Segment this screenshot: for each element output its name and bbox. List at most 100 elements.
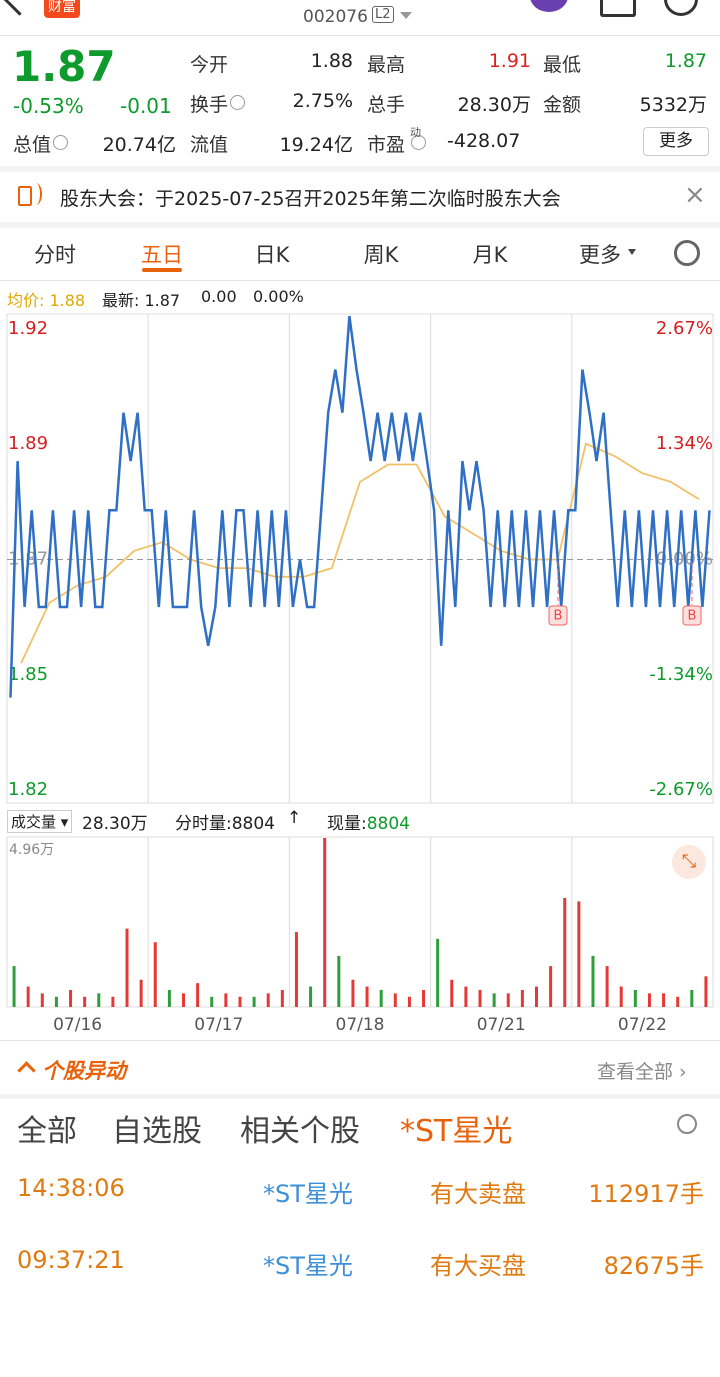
field-value: 20.74亿 xyxy=(102,134,176,156)
mover-event: 有大卖盘 xyxy=(430,1180,526,1208)
brand-badge: 财富 xyxy=(44,0,80,18)
filter-tab[interactable]: 自选股 xyxy=(112,1114,202,1149)
field-label: 最低 xyxy=(543,54,582,76)
info-change: 0.00 xyxy=(201,287,237,306)
change: -0.01 xyxy=(120,94,172,118)
current-value: 8804 xyxy=(366,814,410,834)
volume-total: 28.30万 xyxy=(82,814,148,834)
volume-selector[interactable]: 成交量 ▾ xyxy=(7,810,73,833)
volume-bar xyxy=(139,979,143,1007)
x-tick-label: 07/18 xyxy=(336,1015,385,1035)
volume-bar xyxy=(478,989,482,1007)
tab[interactable]: 月K xyxy=(472,243,508,267)
y2-tick-label: -1.34% xyxy=(649,664,713,685)
volume-bar xyxy=(676,996,680,1007)
volume-bar xyxy=(662,993,666,1007)
field-label: 市盈 xyxy=(367,134,406,156)
share-icon[interactable] xyxy=(600,0,636,17)
volume-bar xyxy=(450,979,454,1007)
y-tick-label: 1.89 xyxy=(8,433,48,454)
field-value: 28.30万 xyxy=(457,94,531,116)
info-icon xyxy=(53,135,68,150)
x-tick-label: 07/17 xyxy=(194,1015,243,1035)
volume-bar xyxy=(111,996,115,1007)
volume-bar xyxy=(379,989,383,1007)
volume-bar xyxy=(266,993,270,1007)
field-value: 1.88 xyxy=(310,50,353,72)
more-button[interactable]: 更多 xyxy=(643,127,709,156)
gear-icon[interactable] xyxy=(677,1114,697,1134)
stock-code[interactable]: 002076 xyxy=(303,7,368,27)
volume-bar xyxy=(238,996,242,1007)
volume-bar xyxy=(125,928,129,1007)
mover-volume: 82675手 xyxy=(603,1252,704,1280)
trade-mark: B xyxy=(554,609,563,624)
volume-bar xyxy=(492,993,496,1007)
volume-bar xyxy=(535,986,538,1007)
volume-bar xyxy=(54,996,58,1007)
volume-bar xyxy=(365,986,369,1007)
volume-frame xyxy=(6,836,714,1008)
field-label: 今开 xyxy=(190,54,229,76)
volume-bar xyxy=(407,996,411,1007)
volume-bar xyxy=(633,989,637,1007)
info-icon xyxy=(411,135,426,150)
mover-name[interactable]: *ST星光 xyxy=(263,1180,353,1208)
filter-tab[interactable]: 相关个股 xyxy=(240,1114,360,1149)
volume-bar xyxy=(280,989,284,1007)
volume-bar xyxy=(252,996,256,1007)
mover-name[interactable]: *ST星光 xyxy=(263,1252,353,1280)
field-value: 1.91 xyxy=(488,50,531,72)
band xyxy=(0,1094,720,1099)
avatar-icon[interactable] xyxy=(530,0,568,12)
field-value: 5332万 xyxy=(639,94,707,116)
tab[interactable]: 周K xyxy=(363,243,399,267)
collapse-icon[interactable] xyxy=(17,1061,36,1080)
charts: 1.921.891.871.851.822.67%1.34%0.00%-1.34… xyxy=(6,313,714,1035)
volume-bar xyxy=(40,993,44,1007)
volume-bar xyxy=(647,993,651,1007)
x-tick-label: 07/16 xyxy=(53,1015,102,1035)
mover-event: 有大买盘 xyxy=(430,1252,526,1280)
view-all[interactable]: 查看全部 › xyxy=(597,1061,687,1083)
price: 1.87 xyxy=(12,42,116,91)
y-tick-label: 1.82 xyxy=(8,779,48,800)
selector-text: 成交量 xyxy=(11,813,57,831)
volume-bar xyxy=(563,897,567,1007)
close-icon[interactable]: × xyxy=(684,180,706,210)
filter-tab[interactable]: 全部 xyxy=(17,1114,77,1149)
volume-bar xyxy=(97,993,101,1007)
y2-tick-label: 1.34% xyxy=(656,433,713,454)
gear-icon[interactable] xyxy=(674,240,700,266)
info-icon xyxy=(230,95,245,110)
divider xyxy=(0,280,720,281)
tab[interactable]: 更多 xyxy=(579,243,621,267)
volume-bar xyxy=(337,955,341,1007)
trade-mark-box xyxy=(548,605,568,626)
field-value: -428.07 xyxy=(447,130,521,152)
volume-bar xyxy=(309,986,313,1007)
volume-bar xyxy=(210,996,214,1007)
y2-tick-label: -2.67% xyxy=(649,779,713,800)
x-tick-label: 07/22 xyxy=(618,1015,667,1035)
notice[interactable]: 股东大会：于2025-07-25召开2025年第二次临时股东大会 xyxy=(60,188,561,210)
field-label: 流值 xyxy=(190,134,229,156)
view-all-text: 查看全部 xyxy=(597,1061,674,1083)
filter-tab[interactable]: *ST星光 xyxy=(400,1114,513,1149)
volume-bar xyxy=(436,938,440,1007)
volume-bar xyxy=(422,989,426,1007)
volume-bar xyxy=(577,901,581,1007)
volume-bar xyxy=(464,986,468,1007)
expand-icon[interactable]: ⤡ xyxy=(672,845,706,879)
field-value: 19.24亿 xyxy=(279,134,353,156)
volume-bar xyxy=(182,993,185,1007)
up-arrow: ↑ xyxy=(287,808,302,828)
volume-bar xyxy=(224,993,228,1007)
y2-tick-label: 2.67% xyxy=(656,318,713,339)
y-tick-label: 1.92 xyxy=(8,318,48,339)
tab[interactable]: 日K xyxy=(254,243,290,267)
tab[interactable]: 分时 xyxy=(34,243,76,267)
current-volume: 现量:8804 xyxy=(327,809,410,834)
tab[interactable]: 五日 xyxy=(141,243,183,267)
info-change-pct: 0.00% xyxy=(253,287,304,306)
